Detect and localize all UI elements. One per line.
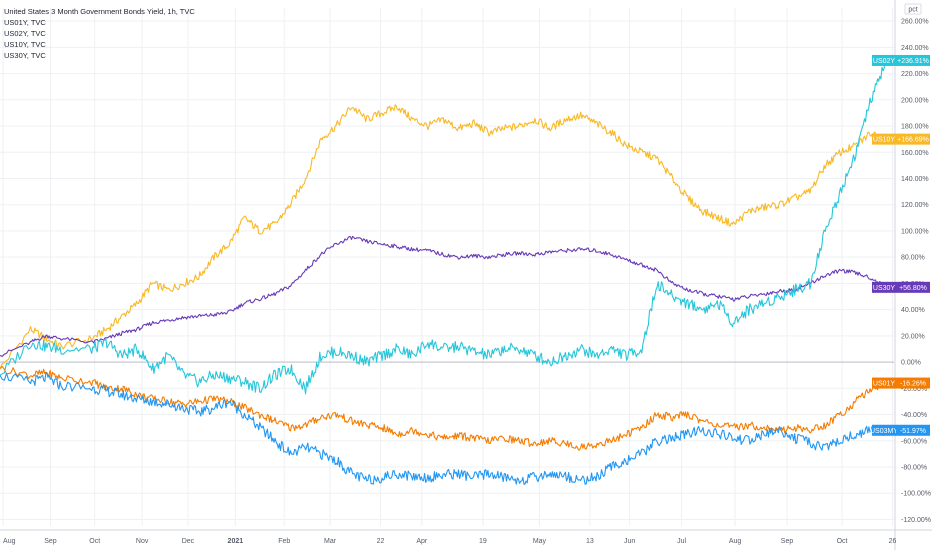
x-tick-label: 26 [889,538,897,545]
unit-box [904,3,922,15]
y-tick-label: -80.00% [901,464,927,471]
series-value-tag [896,281,930,293]
series-value-tag [896,424,930,436]
series-value-tag [896,377,930,389]
x-tick-label: 13 [586,538,594,545]
series-value-tag [896,133,930,145]
y-tick-label: 160.00% [901,150,929,157]
y-tick-label: -40.00% [901,412,927,419]
x-tick-label: May [533,538,547,545]
y-tick-label: 220.00% [901,71,929,78]
series-line-us03my [0,372,887,485]
legend-title: United States 3 Month Government Bonds Y… [4,7,195,16]
y-tick-label: 200.00% [901,97,929,104]
y-tick-label: -60.00% [901,438,927,445]
series-name-label: US30Y [873,285,896,292]
legend: United States 3 Month Government Bonds Y… [4,6,195,61]
x-tick-label: Sep [44,538,57,545]
y-tick-label: 100.00% [901,228,929,235]
legend-item-us02y: US02Y, TVC [4,29,46,38]
x-tick-label: 2021 [228,538,244,545]
series-name-tag [872,133,896,145]
series-name-tag [872,54,896,66]
y-tick-label: -100.00% [901,491,931,498]
series-value-label: -51.97% [900,428,926,435]
y-tick-label: 20.00% [901,333,925,340]
series-name-label: US03MY [870,428,898,435]
legend-item-us30y: US30Y, TVC [4,51,46,60]
series-value-label: +166.69% [897,137,929,144]
series-value-label: +56.80% [899,285,927,292]
series-line-us02y [0,59,887,395]
x-tick-label: Aug [3,538,16,545]
x-tick-label: Jun [624,538,635,545]
x-tick-label: 19 [479,538,487,545]
x-tick-label: Sep [781,538,794,545]
series-name-tag [872,424,896,436]
y-tick-label: 240.00% [901,45,929,52]
y-tick-label: 140.00% [901,176,929,183]
series-value-label: -16.26% [900,381,926,388]
x-tick-label: Mar [324,538,337,545]
series-line-us01y [0,365,887,451]
x-tick-label: Oct [89,538,100,545]
series-line-us30y [0,235,887,357]
legend-item-us10y: US10Y, TVC [4,40,46,49]
y-tick-label: 0.00% [901,360,921,367]
x-tick-label: Nov [136,538,149,545]
series-name-label: US10Y [873,137,896,144]
series-name-tag [872,281,896,293]
legend-item-us01y: US01Y, TVC [4,18,46,27]
x-tick-label: Jul [677,538,686,545]
series-value-tag [896,54,930,66]
x-tick-label: Aug [729,538,742,545]
series-name-tag [872,377,896,389]
x-tick-label: Feb [278,538,290,545]
x-tick-label: Apr [416,538,428,545]
series-name-label: US01Y [873,381,896,388]
x-tick-label: Dec [182,538,195,545]
y-tick-label: -20.00% [901,386,927,393]
x-tick-label: Oct [837,538,848,545]
y-tick-label: 120.00% [901,202,929,209]
unit-label: pct [908,7,917,14]
series-name-label: US02Y [873,58,896,65]
y-tick-label: 40.00% [901,307,925,314]
y-tick-label: 80.00% [901,255,925,262]
y-tick-label: -120.00% [901,517,931,524]
x-tick-label: 22 [377,538,385,545]
series-line-us10y [0,104,887,369]
series-value-label: +236.91% [897,58,929,65]
y-tick-label: 260.00% [901,19,929,26]
y-tick-label: 180.00% [901,124,929,131]
